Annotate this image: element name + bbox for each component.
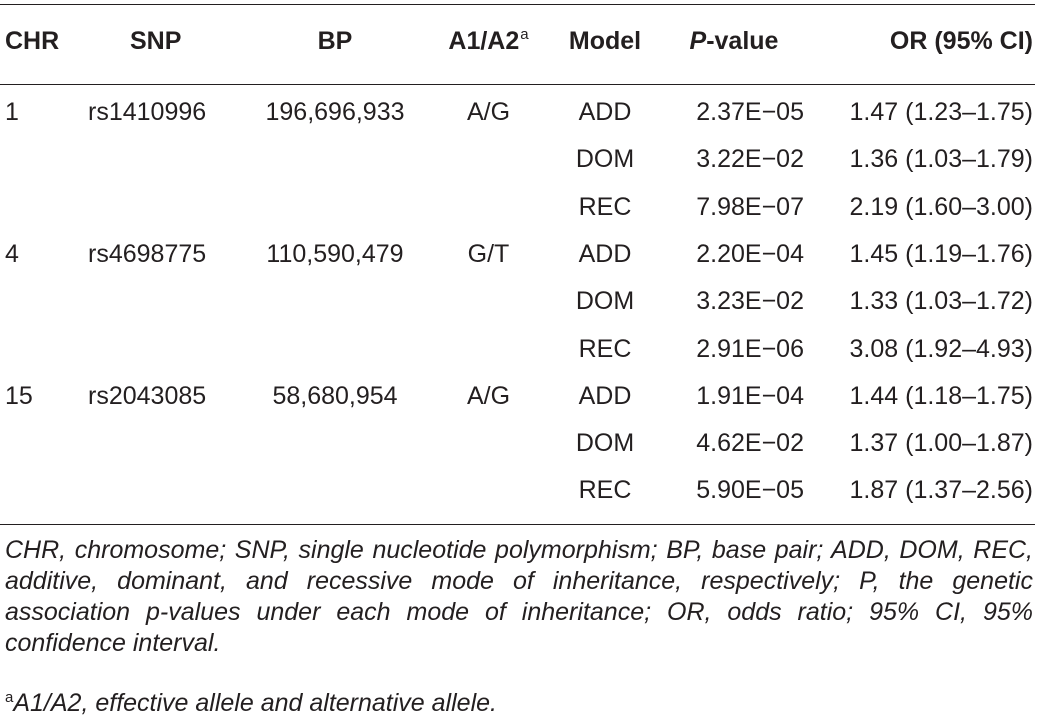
cell-pvalue: 2.37E−05	[696, 98, 804, 126]
cell-pvalue: 3.23E−02	[696, 287, 804, 315]
table-footnote: CHR, chromosome; SNP, single nucleotide …	[5, 536, 1033, 657]
cell-or: 3.08 (1.92–4.93)	[849, 335, 1033, 363]
cell-model: DOM	[575, 429, 635, 457]
header-alleles-footnote-marker: a	[520, 26, 529, 43]
cell-alleles: G/T	[467, 240, 510, 268]
cell-pvalue: 2.91E−06	[696, 335, 804, 363]
header-pvalue-italic: P	[689, 27, 707, 55]
cell-or: 1.44 (1.18–1.75)	[849, 382, 1033, 410]
cell-model: ADD	[578, 240, 632, 268]
header-pvalue-rest: -value	[706, 27, 779, 55]
cell-pvalue: 7.98E−07	[696, 193, 804, 221]
cell-chr: 4	[5, 240, 19, 268]
cell-or: 2.19 (1.60–3.00)	[849, 193, 1033, 221]
header-model: Model	[568, 27, 642, 55]
note-marker: a	[5, 689, 14, 706]
cell-or: 1.47 (1.23–1.75)	[849, 98, 1033, 126]
note-text: A1/A2, effective allele and alternative …	[13, 689, 497, 717]
cell-or: 1.45 (1.19–1.76)	[849, 240, 1033, 268]
cell-snp: rs4698775	[88, 240, 207, 268]
header-rule	[0, 84, 1035, 85]
cell-or: 1.37 (1.00–1.87)	[849, 429, 1033, 457]
table-bottom-rule	[0, 524, 1035, 525]
cell-snp: rs2043085	[88, 382, 207, 410]
cell-alleles: A/G	[466, 382, 511, 410]
header-snp: SNP	[130, 27, 182, 55]
header-bp: BP	[317, 27, 353, 55]
cell-bp: 58,680,954	[272, 382, 398, 410]
cell-model: REC	[578, 335, 632, 363]
cell-or: 1.87 (1.37–2.56)	[849, 476, 1033, 504]
cell-or: 1.33 (1.03–1.72)	[849, 287, 1033, 315]
cell-chr: 1	[5, 98, 19, 126]
cell-model: DOM	[575, 145, 635, 173]
cell-bp: 110,590,479	[266, 240, 404, 268]
header-alleles-label: A1/A2	[448, 27, 520, 55]
cell-alleles: A/G	[466, 98, 511, 126]
cell-model: REC	[578, 476, 632, 504]
header-chr: CHR	[5, 27, 60, 55]
cell-pvalue: 1.91E−04	[696, 382, 804, 410]
header-pvalue: P-value	[664, 26, 804, 56]
header-alleles: A1/A2a	[430, 26, 547, 60]
cell-pvalue: 3.22E−02	[696, 145, 804, 173]
cell-model: ADD	[578, 382, 632, 410]
cell-model: DOM	[575, 287, 635, 315]
cell-bp: 196,696,933	[265, 98, 405, 126]
cell-pvalue: 2.20E−04	[696, 240, 804, 268]
cell-chr: 15	[5, 382, 33, 410]
cell-snp: rs1410996	[88, 98, 207, 126]
cell-pvalue: 5.90E−05	[696, 476, 804, 504]
cell-model: ADD	[578, 98, 632, 126]
header-or: OR (95% CI)	[889, 27, 1033, 55]
table-top-rule	[0, 4, 1035, 5]
table-note: aA1/A2, effective allele and alternative…	[5, 688, 1033, 722]
cell-model: REC	[578, 193, 632, 221]
cell-pvalue: 4.62E−02	[696, 429, 804, 457]
cell-or: 1.36 (1.03–1.79)	[849, 145, 1033, 173]
